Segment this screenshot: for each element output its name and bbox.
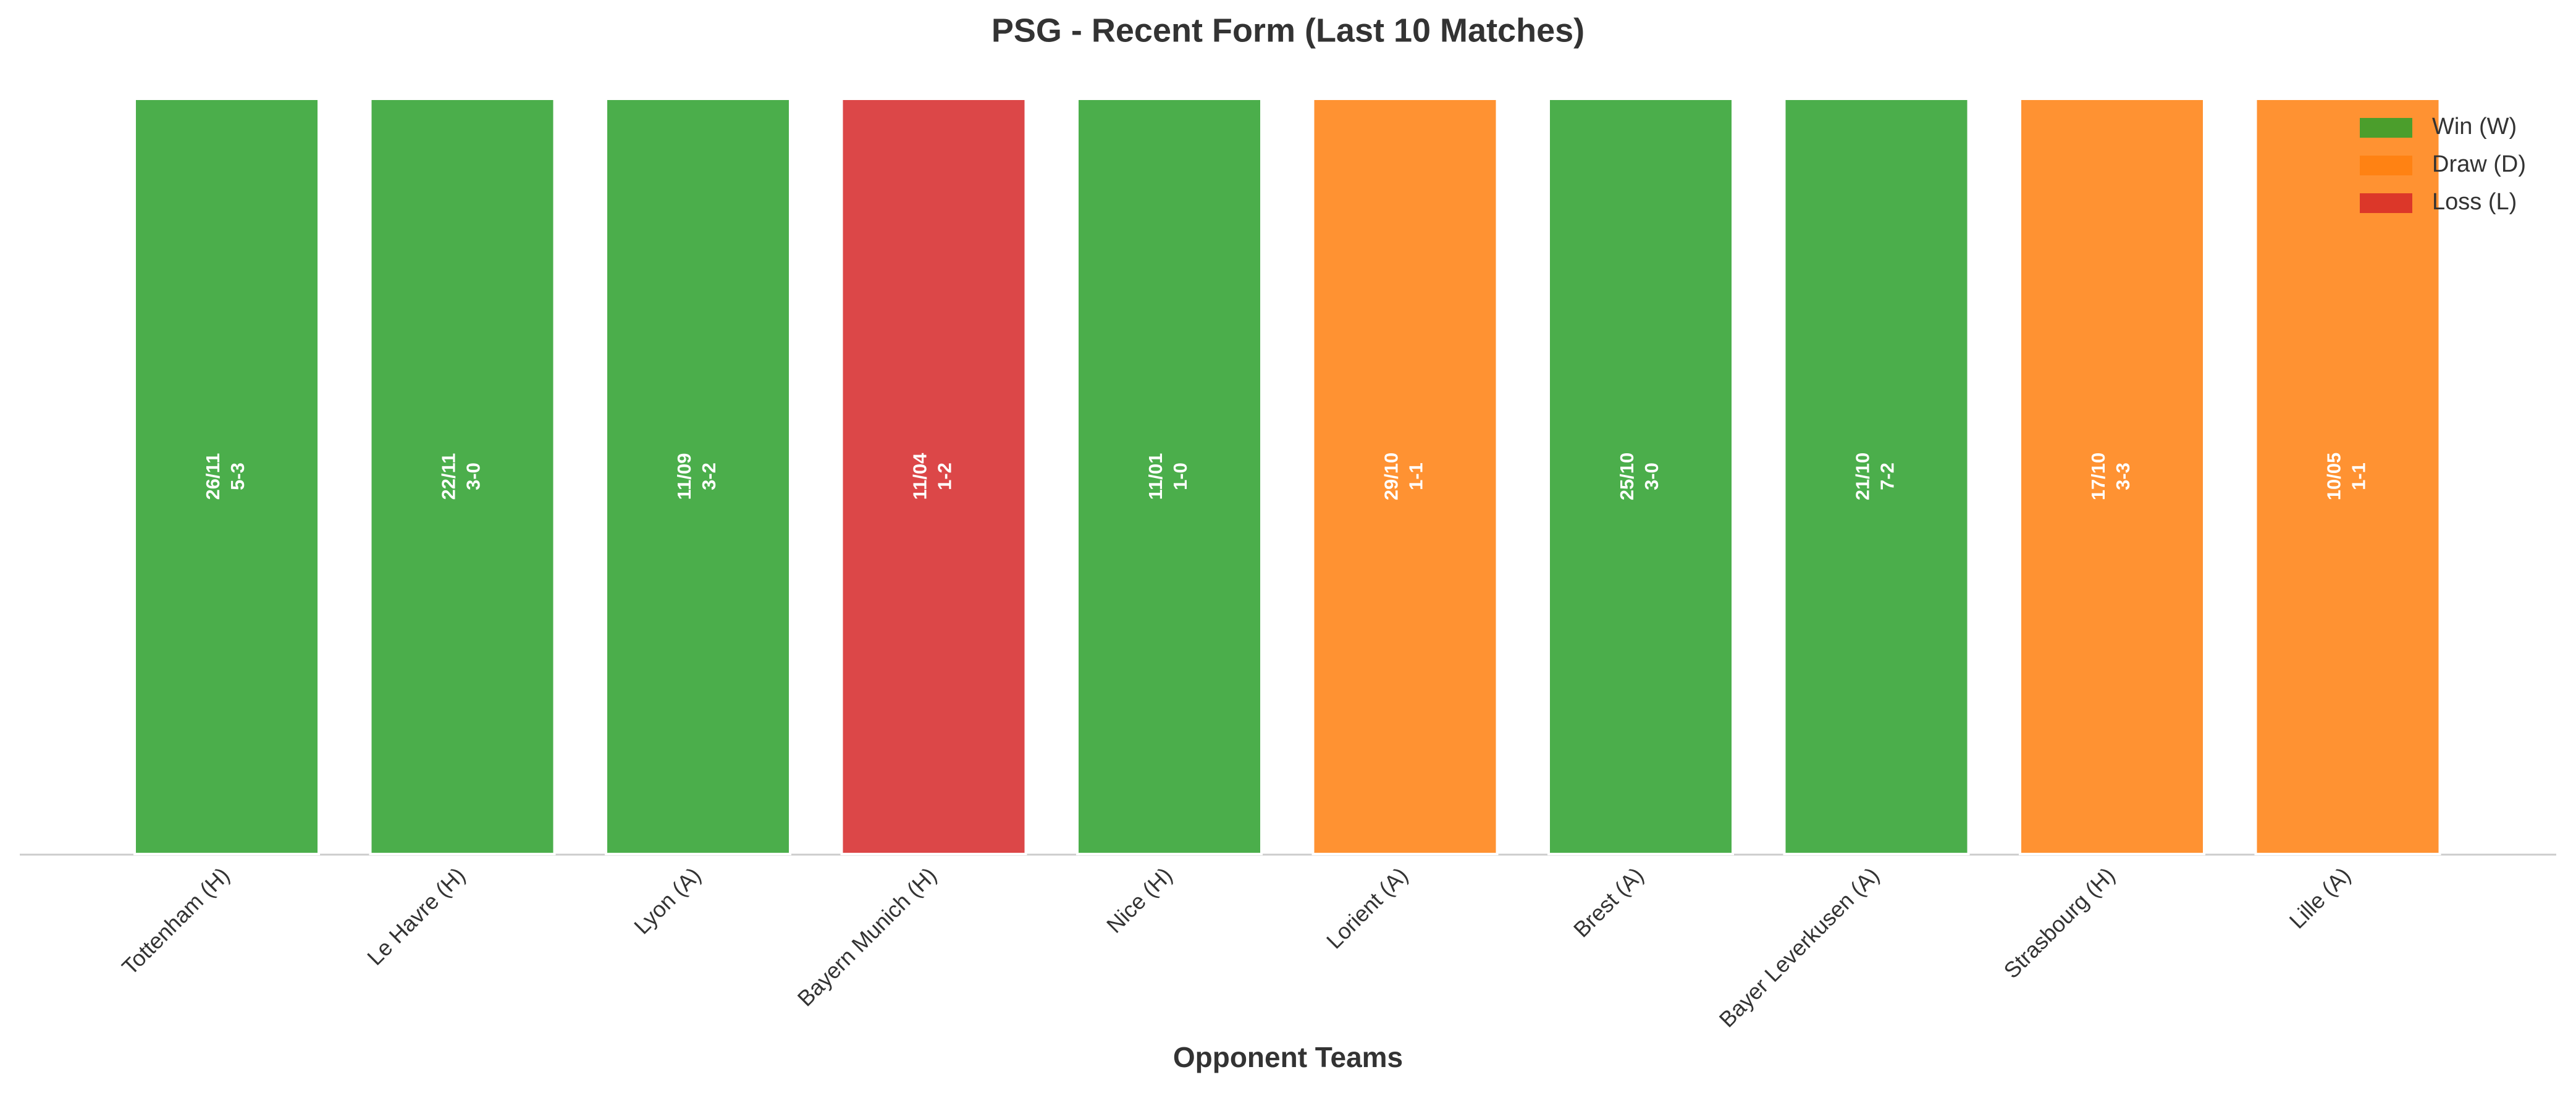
bar	[605, 98, 791, 855]
bar-date-label: 11/01	[1145, 453, 1166, 500]
bar-date-label: 22/11	[438, 453, 460, 500]
bar	[2019, 98, 2205, 855]
bar	[1783, 98, 1970, 855]
bar-date-label: 11/09	[673, 453, 695, 500]
legend-swatch	[2360, 193, 2412, 213]
bar-date-label: 25/10	[1616, 453, 1638, 501]
bar	[1311, 98, 1499, 855]
bar-date-label: 11/04	[909, 453, 931, 500]
bar-score-label: 1-2	[934, 463, 956, 490]
bar	[369, 98, 556, 855]
bar	[133, 98, 320, 855]
legend-swatch	[2360, 118, 2412, 138]
bar-score-label: 7-2	[1877, 463, 1898, 490]
bar-date-label: 10/05	[2323, 453, 2345, 501]
bar-score-label: 3-0	[1641, 463, 1662, 490]
x-axis-label: Opponent Teams	[1173, 1041, 1403, 1073]
bar-score-label: 1-1	[2348, 463, 2370, 490]
bar-score-label: 5-3	[227, 463, 248, 490]
bar-date-label: 21/10	[1852, 453, 1874, 501]
legend-swatch	[2360, 156, 2412, 175]
chart-title: PSG - Recent Form (Last 10 Matches)	[991, 12, 1585, 49]
bar-score-label: 3-3	[2112, 463, 2134, 490]
bar-score-label: 1-1	[1405, 463, 1427, 490]
bar-score-label: 3-2	[698, 463, 720, 490]
legend-label: Loss (L)	[2432, 189, 2517, 215]
bar	[2254, 98, 2441, 855]
bar-score-label: 1-0	[1169, 463, 1191, 490]
bar-date-label: 29/10	[1381, 453, 1402, 501]
bar-date-label: 26/11	[202, 453, 224, 500]
bar	[1547, 98, 1734, 855]
bar	[1076, 98, 1263, 855]
bar-date-label: 17/10	[2087, 453, 2109, 501]
legend-label: Win (W)	[2432, 114, 2517, 140]
legend-label: Draw (D)	[2432, 151, 2526, 177]
bar-score-label: 3-0	[463, 463, 484, 490]
bar	[840, 98, 1027, 855]
